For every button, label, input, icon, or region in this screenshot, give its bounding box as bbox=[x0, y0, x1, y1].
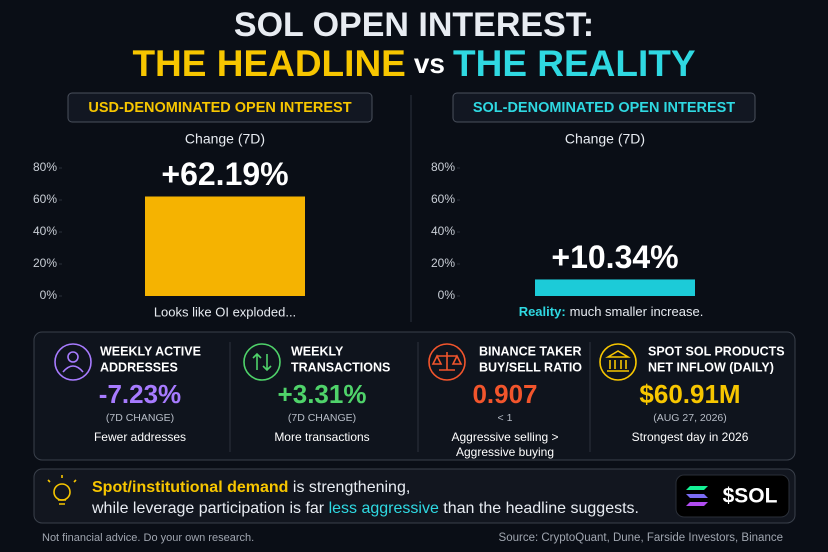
y-tick-label: 40% bbox=[431, 224, 455, 238]
metric-note: (AUG 27, 2026) bbox=[653, 412, 727, 424]
ticker-badge bbox=[675, 474, 790, 518]
header-box bbox=[67, 92, 373, 123]
y-tick-label: 20% bbox=[33, 256, 57, 270]
y-tick-label: 60% bbox=[431, 192, 455, 206]
title-reality: THE REALITY bbox=[453, 43, 696, 84]
metrics: WEEKLY ACTIVE ADDRESSES -7.23% (7D CHANGE) F… bbox=[94, 344, 785, 459]
banner-line1: Spot/institutional demand is strengtheni… bbox=[92, 479, 410, 496]
y-tick-label: 0% bbox=[438, 288, 456, 302]
y-tick-label: 0% bbox=[40, 288, 58, 302]
metric-label: BUY/SELL RATIO bbox=[479, 360, 582, 374]
title-headline: THE HEADLINE bbox=[132, 43, 405, 84]
sol-logo bbox=[686, 494, 708, 498]
disclaimer: Not financial advice. Do your own resear… bbox=[42, 532, 254, 544]
banner-highlight: less aggressive bbox=[329, 500, 439, 517]
source: Source: CryptoQuant, Dune, Farside Inves… bbox=[499, 532, 783, 544]
title-line2: THE HEADLINE vs THE REALITY bbox=[132, 43, 695, 84]
icon-users bbox=[62, 365, 84, 373]
banner-text: is strengthening, bbox=[288, 479, 410, 496]
title-vs: vs bbox=[414, 48, 445, 79]
sol-logo bbox=[686, 486, 708, 506]
metric-value: $60.91M bbox=[639, 379, 740, 409]
title-line1: SOL OPEN INTEREST: bbox=[234, 6, 594, 44]
metric-label: WEEKLY bbox=[291, 344, 344, 358]
metric-description: Aggressive buying bbox=[456, 445, 554, 459]
caption-lead: Reality: bbox=[519, 304, 566, 319]
metrics-panel bbox=[33, 331, 796, 461]
metric-description: Fewer addresses bbox=[94, 430, 186, 444]
chart-title: USD-DENOMINATED OPEN INTEREST bbox=[88, 100, 351, 116]
icon-scale bbox=[431, 352, 463, 371]
icon-bulb bbox=[47, 475, 77, 505]
metric-label: ADDRESSES bbox=[100, 360, 178, 374]
banner-text: while leverage participation is far bbox=[91, 500, 329, 517]
metric-label: WEEKLY ACTIVE bbox=[100, 344, 201, 358]
icons bbox=[54, 343, 637, 381]
chart-subtitle: Change (7D) bbox=[185, 131, 265, 147]
icon-bank bbox=[599, 343, 637, 381]
chart-caption: Reality: much smaller increase. bbox=[519, 304, 704, 319]
icon-bank bbox=[605, 350, 631, 372]
value-label: +10.34% bbox=[551, 239, 678, 275]
sol-logo bbox=[686, 502, 708, 506]
icon-users bbox=[54, 343, 92, 381]
metric-note: (7D CHANGE) bbox=[288, 412, 356, 424]
metric-label: NET INFLOW (DAILY) bbox=[648, 360, 774, 374]
caption-text: much smaller increase. bbox=[570, 304, 704, 319]
metric-value: 0.907 bbox=[472, 379, 537, 409]
metric-label: TRANSACTIONS bbox=[291, 360, 390, 374]
banner-line2: while leverage participation is far less… bbox=[91, 500, 639, 517]
banner-highlight: Spot/institutional demand bbox=[92, 479, 288, 496]
chart-caption: Looks like OI exploded... bbox=[154, 304, 296, 319]
icon-scale bbox=[428, 343, 466, 381]
metric-note: < 1 bbox=[498, 412, 513, 424]
metric-description: More transactions bbox=[274, 430, 369, 444]
metric-label: SPOT SOL PRODUCTS bbox=[648, 344, 785, 358]
ticker: $SOL bbox=[723, 485, 778, 508]
banner-text: than the headline suggests. bbox=[439, 500, 639, 517]
chart-title: SOL-DENOMINATED OPEN INTEREST bbox=[473, 100, 735, 116]
header-box bbox=[452, 92, 756, 123]
value-label: +62.19% bbox=[161, 156, 288, 192]
metric-note: (7D CHANGE) bbox=[106, 412, 174, 424]
metric-label: BINANCE TAKER bbox=[479, 344, 582, 358]
icon-arrows bbox=[252, 352, 272, 372]
y-tick-label: 60% bbox=[33, 192, 57, 206]
metric-description: Strongest day in 2026 bbox=[632, 430, 749, 444]
icon-bulb bbox=[47, 475, 77, 505]
y-tick-label: 20% bbox=[431, 256, 455, 270]
y-tick-label: 80% bbox=[431, 160, 455, 174]
metric-description: Aggressive selling > bbox=[451, 430, 558, 444]
sol-logo bbox=[686, 486, 708, 490]
chart-subtitle: Change (7D) bbox=[565, 131, 645, 147]
y-tick-label: 80% bbox=[33, 160, 57, 174]
metric-value: +3.31% bbox=[278, 379, 367, 409]
y-tick-label: 40% bbox=[33, 224, 57, 238]
banner bbox=[33, 468, 796, 524]
icon-arrows bbox=[243, 343, 281, 381]
icon-users bbox=[67, 351, 79, 363]
metric-value: -7.23% bbox=[99, 379, 181, 409]
bar bbox=[535, 279, 695, 296]
bar bbox=[145, 196, 305, 296]
